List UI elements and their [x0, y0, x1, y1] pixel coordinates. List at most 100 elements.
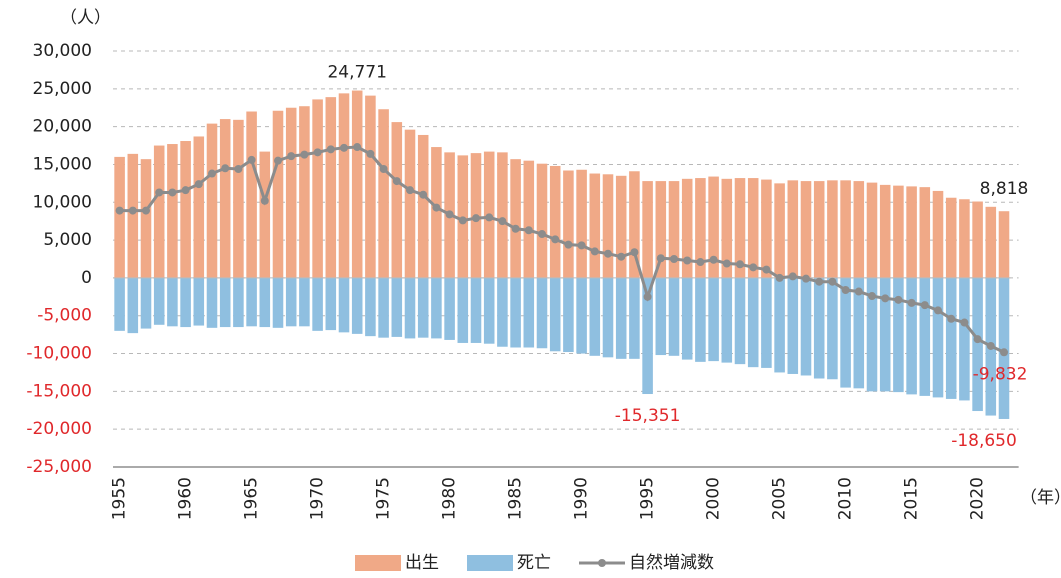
data-label: 8,818: [980, 179, 1029, 199]
line-point: [300, 150, 309, 159]
line-point: [538, 230, 546, 239]
bar: [827, 277, 838, 380]
bar: [629, 171, 640, 278]
bar: [589, 277, 601, 356]
bar: [774, 183, 785, 278]
bar: [285, 107, 297, 278]
x-tick-label: 1960: [176, 477, 196, 520]
bar: [972, 201, 983, 278]
bar: [510, 159, 521, 278]
bar: [549, 165, 561, 278]
x-tick-label: 1995: [638, 477, 658, 520]
bar: [800, 277, 812, 376]
bar: [351, 277, 363, 334]
line-point: [551, 235, 560, 244]
bar: [193, 277, 205, 326]
x-tick-label: 2000: [704, 477, 724, 520]
bar: [167, 144, 178, 278]
bar: [153, 145, 165, 278]
line-point: [947, 314, 956, 323]
line-point: [604, 249, 612, 258]
bar: [787, 180, 799, 278]
bar: [140, 159, 152, 278]
bar: [734, 178, 746, 278]
bar: [206, 277, 218, 328]
bar: [959, 199, 970, 278]
line-point: [815, 277, 824, 286]
bar: [695, 277, 706, 362]
line-point: [247, 155, 256, 164]
bar: [668, 181, 680, 278]
bar: [853, 277, 865, 389]
bar: [114, 156, 125, 278]
x-tick-label: 2010: [836, 477, 856, 520]
y-tick-label: 25,000: [33, 79, 92, 99]
line-point: [709, 255, 718, 264]
bar: [853, 181, 865, 278]
bar: [140, 277, 152, 329]
bar: [523, 160, 535, 278]
line-point: [670, 255, 678, 263]
y-tick-label: 5,000: [43, 230, 92, 250]
bar: [879, 184, 891, 278]
legend-label: 出生: [405, 553, 439, 573]
bar: [114, 277, 125, 331]
bar: [259, 277, 271, 328]
legend-item: 死亡: [467, 553, 551, 573]
line-point: [617, 252, 626, 261]
line-point: [854, 287, 863, 296]
line-point: [775, 273, 784, 282]
line-point: [577, 241, 586, 250]
bar: [549, 277, 561, 352]
data-label: -18,650: [951, 431, 1017, 451]
legend-label: 死亡: [517, 553, 551, 573]
line-point: [960, 318, 969, 327]
x-tick-label: 2015: [902, 477, 922, 520]
bar: [906, 277, 917, 395]
bar: [932, 277, 944, 398]
x-tick-label: 1965: [242, 477, 262, 520]
bar: [378, 277, 389, 338]
bar: [391, 277, 403, 337]
bar: [998, 211, 1010, 278]
legend-label: 自然増減数: [629, 553, 714, 573]
bar: [668, 277, 680, 356]
line-point: [458, 216, 467, 225]
bar: [351, 90, 363, 278]
bar: [642, 181, 653, 278]
bar: [417, 134, 429, 278]
line-point: [973, 335, 982, 344]
bar: [404, 129, 416, 278]
bar: [259, 151, 271, 278]
y-tick-label: 20,000: [33, 117, 92, 137]
line-point: [128, 206, 137, 215]
bar: [431, 277, 442, 339]
line-point: [406, 186, 414, 195]
bar: [721, 277, 733, 363]
y-tick-label: 0: [81, 268, 92, 288]
line-point: [472, 214, 480, 223]
line-point: [340, 143, 348, 152]
line-point: [868, 292, 876, 301]
bar: [985, 206, 997, 278]
data-label: 24,771: [327, 63, 386, 83]
line-point: [485, 213, 494, 222]
line-point: [1000, 348, 1008, 357]
line-point: [696, 258, 705, 267]
x-tick-label: 1975: [374, 477, 394, 520]
bar: [127, 153, 139, 278]
x-tick-label: 1955: [110, 477, 130, 520]
line-point: [722, 259, 731, 268]
line-point: [934, 306, 942, 315]
line-point: [841, 286, 850, 295]
bar: [299, 106, 310, 278]
bar: [945, 277, 957, 399]
bar: [734, 277, 746, 365]
bar: [655, 181, 667, 278]
line-point: [142, 206, 150, 215]
line-point: [208, 169, 216, 178]
y-tick-label: 15,000: [33, 154, 92, 174]
y-tick-label: -15,000: [26, 381, 92, 401]
line-point: [260, 196, 269, 205]
